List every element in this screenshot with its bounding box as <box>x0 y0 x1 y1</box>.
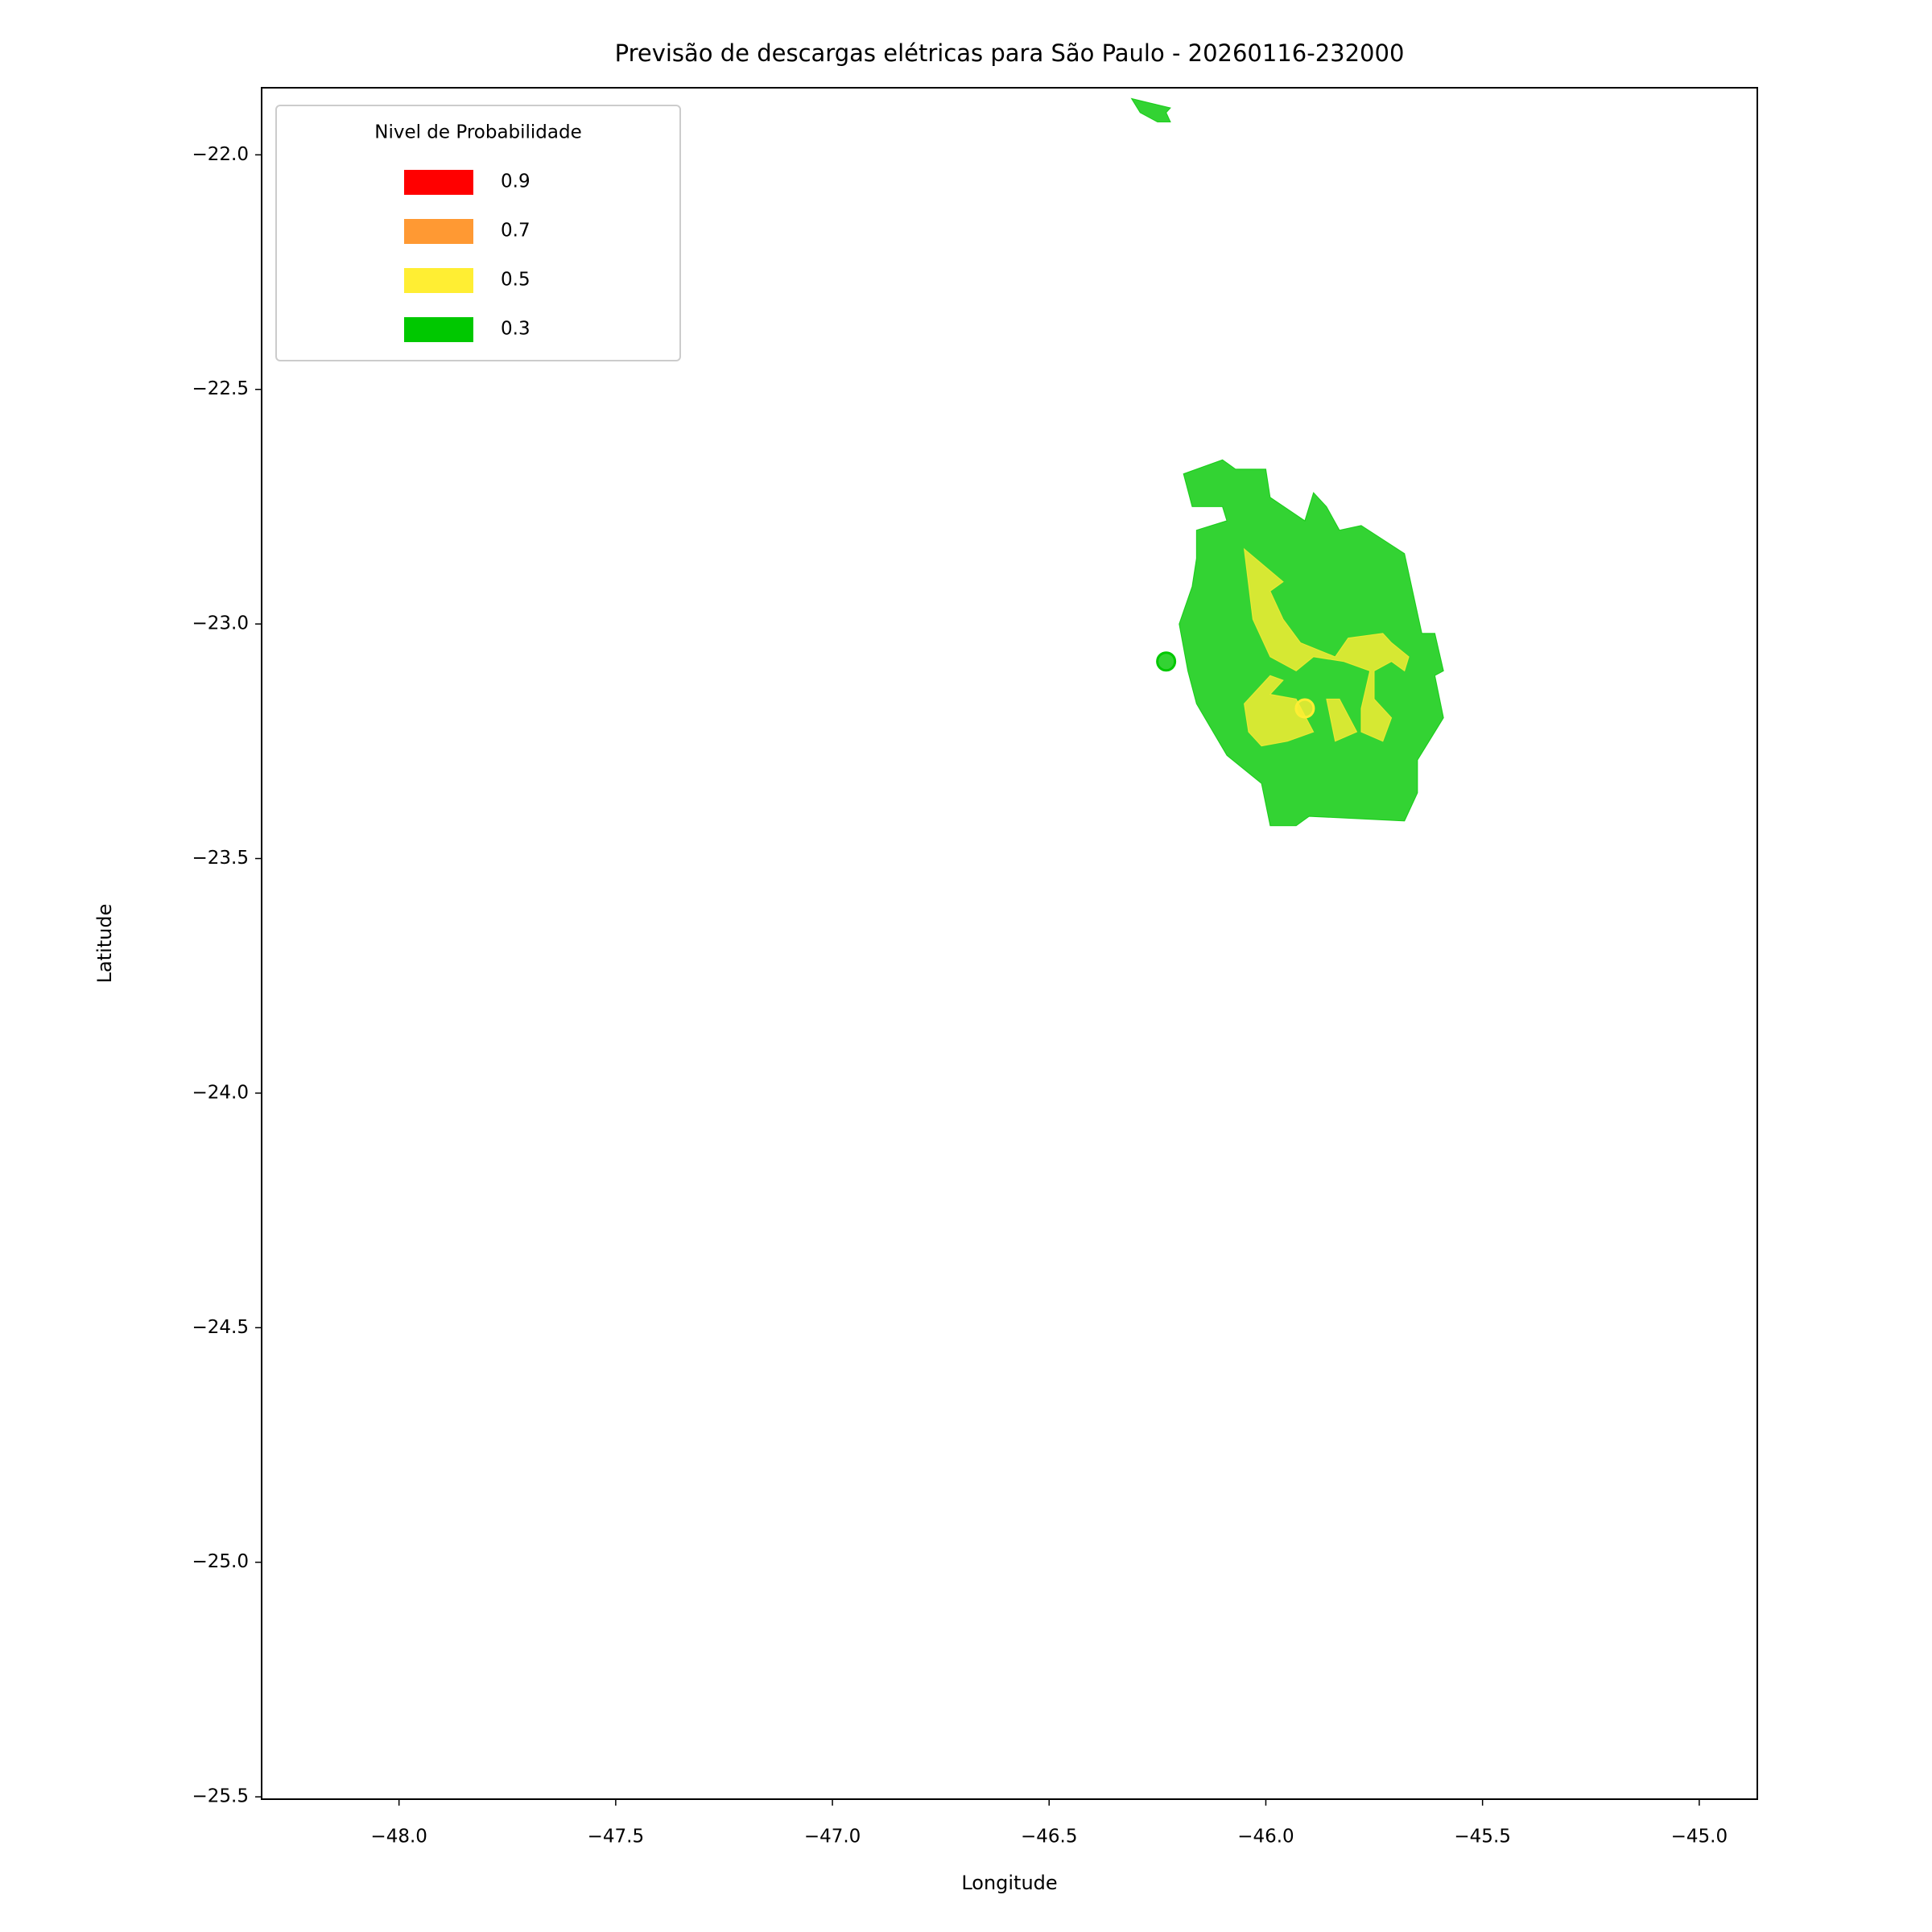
legend-swatch <box>404 268 473 293</box>
legend-label: 0.9 <box>501 171 530 192</box>
plot-frame <box>261 87 1758 1800</box>
y-tick-label: −23.5 <box>192 848 249 869</box>
y-tick-label: −22.0 <box>192 144 249 165</box>
legend-label: 0.5 <box>501 270 530 291</box>
y-tick-label: −25.0 <box>192 1551 249 1572</box>
legend-label: 0.3 <box>501 319 530 340</box>
y-axis-label: Latitude <box>93 904 116 984</box>
probability-region <box>1130 97 1171 123</box>
legend-title: Nivel de Probabilidade <box>374 122 582 143</box>
x-tick-label: −46.0 <box>1237 1827 1294 1847</box>
y-tick-label: −24.5 <box>192 1317 249 1338</box>
legend-label: 0.7 <box>501 221 530 242</box>
x-axis-label: Longitude <box>961 1872 1057 1894</box>
legend-swatch <box>404 170 473 195</box>
chart-title: Previsão de descargas elétricas para São… <box>615 39 1405 67</box>
y-tick-label: −25.5 <box>192 1786 249 1807</box>
x-tick-label: −45.0 <box>1671 1827 1728 1847</box>
probability-point <box>1294 698 1315 719</box>
legend-box <box>275 105 681 361</box>
probability-region <box>1243 547 1410 742</box>
legend-swatch <box>404 219 473 244</box>
probability-point <box>1156 651 1177 672</box>
y-tick-label: −23.0 <box>192 613 249 634</box>
x-tick-label: −47.5 <box>588 1827 644 1847</box>
y-tick-label: −24.0 <box>192 1082 249 1103</box>
probability-region <box>1326 698 1358 742</box>
x-tick-label: −45.5 <box>1454 1827 1510 1847</box>
legend: Nivel de Probabilidade 0.9 0.7 0.5 0.3 <box>275 105 681 361</box>
legend-swatch <box>404 317 473 342</box>
x-tick-label: −48.0 <box>370 1827 427 1847</box>
x-tick-label: −46.5 <box>1021 1827 1077 1847</box>
y-tick-label: −22.5 <box>192 378 249 399</box>
x-tick-label: −47.0 <box>804 1827 861 1847</box>
